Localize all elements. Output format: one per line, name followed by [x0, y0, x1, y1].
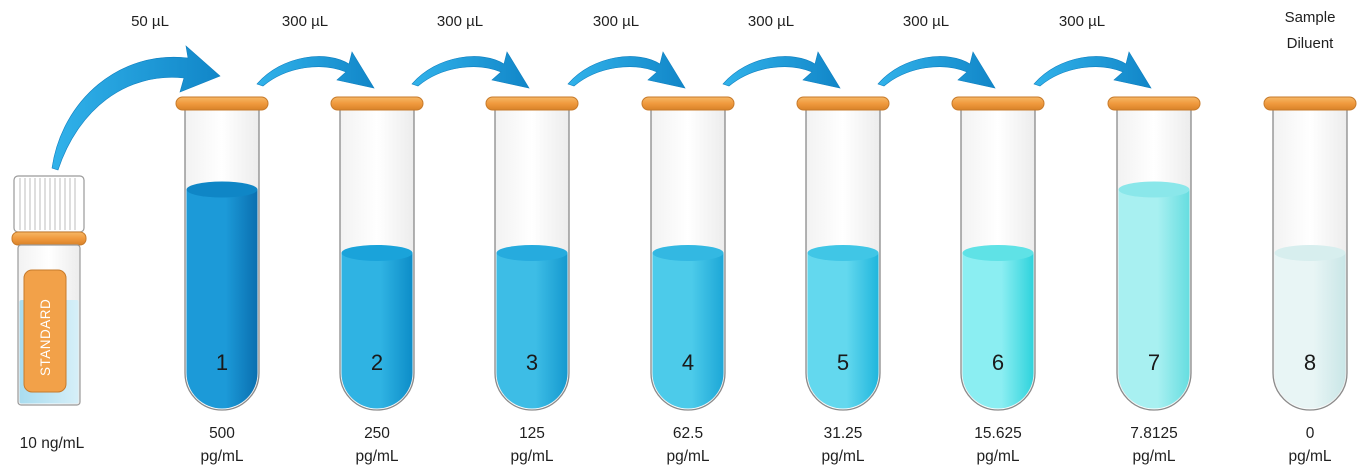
transfer-volume-labels: 50 µL 300 µL 300 µL 300 µL 300 µL 300 µL 300 µ… — [131, 13, 1105, 30]
transfer-volume-label: 300 µL — [437, 13, 483, 30]
transfer-arrow — [722, 51, 841, 89]
liquid-surface — [1118, 181, 1190, 198]
transfer-arrow — [51, 45, 221, 171]
tube-1: 1 500 pg/mL — [175, 96, 269, 465]
vial-cap-ribs — [19, 178, 76, 230]
tube-number: 2 — [371, 350, 383, 375]
transfer-arrow — [567, 51, 686, 89]
liquid-surface — [496, 244, 568, 261]
tube-outline — [650, 108, 726, 411]
tube-cap-rim — [330, 96, 424, 111]
transfer-arrow — [411, 51, 530, 89]
tube-4: 4 62.5 pg/mL — [641, 96, 735, 465]
tube-2: 2 250 pg/mL — [330, 96, 424, 465]
dilution-tubes: 1 500 pg/mL 2 250 pg/mL 3 125 pg/mL 4 62.5 pg/mL 5 31… — [175, 96, 1357, 465]
tube-outline — [1116, 108, 1192, 411]
tube-concentration-unit: pg/mL — [1288, 448, 1331, 465]
liquid-surface — [341, 244, 413, 261]
tube-number: 3 — [526, 350, 538, 375]
vial-cap-band — [11, 231, 87, 246]
tube-cap-rim — [641, 96, 735, 111]
transfer-volume-label: 300 µL — [903, 13, 949, 30]
tube-concentration-unit: pg/mL — [355, 448, 398, 465]
liquid-surface — [962, 244, 1034, 261]
transfer-volume-label: 300 µL — [1059, 13, 1105, 30]
tube-liquid — [1274, 252, 1346, 409]
tube-liquid — [496, 252, 568, 409]
tube-concentration-value: 31.25 — [824, 425, 863, 442]
tube-concentration-unit: pg/mL — [1132, 448, 1175, 465]
stock-vial: STANDARD 10 ng/mL — [11, 175, 87, 452]
transfer-2 — [256, 51, 375, 89]
tube-5: 5 31.25 pg/mL — [796, 96, 890, 465]
tube-8: 8 0 pg/mL — [1263, 96, 1357, 465]
transfer-5 — [722, 51, 841, 89]
transfer-6 — [877, 51, 996, 89]
standard-label: STANDARD — [38, 299, 53, 376]
transfer-volume-label: 50 µL — [131, 13, 169, 30]
tube-liquid — [341, 252, 413, 409]
tube-concentration-unit: pg/mL — [821, 448, 864, 465]
tube-concentration-value: 500 — [209, 425, 235, 442]
tube-cap-rim — [796, 96, 890, 111]
sample-diluent-label-line2: Diluent — [1287, 35, 1335, 52]
tube-concentration-value: 62.5 — [673, 425, 703, 442]
vial-label-patch — [23, 269, 67, 393]
tube-outline — [1272, 108, 1348, 411]
tube-concentration-unit: pg/mL — [200, 448, 243, 465]
sample-diluent-label-line1: Sample — [1285, 9, 1336, 26]
tube-concentration-value: 7.8125 — [1130, 425, 1177, 442]
liquid-surface — [186, 181, 258, 198]
tube-outline — [960, 108, 1036, 411]
tube-6: 6 15.625 pg/mL — [951, 96, 1045, 465]
tube-outline — [805, 108, 881, 411]
transfer-arrows — [51, 45, 1152, 171]
tube-cap-rim — [175, 96, 269, 111]
tube-concentration-value: 15.625 — [974, 425, 1021, 442]
tube-liquid — [807, 252, 879, 409]
tube-number: 8 — [1304, 350, 1316, 375]
transfer-3 — [411, 51, 530, 89]
tube-concentration-unit: pg/mL — [666, 448, 709, 465]
tube-concentration-unit: pg/mL — [976, 448, 1019, 465]
tube-number: 7 — [1148, 350, 1160, 375]
tube-7: 7 7.8125 pg/mL — [1107, 96, 1201, 465]
tube-cap-rim — [951, 96, 1045, 111]
tube-number: 5 — [837, 350, 849, 375]
tube-concentration-value: 250 — [364, 425, 390, 442]
stock-concentration: 10 ng/mL — [20, 435, 85, 452]
tube-concentration-unit: pg/mL — [510, 448, 553, 465]
transfer-volume-label: 300 µL — [282, 13, 328, 30]
liquid-surface — [1274, 244, 1346, 261]
transfer-arrow — [256, 51, 375, 89]
tube-3: 3 125 pg/mL — [485, 96, 579, 465]
tube-concentration-value: 0 — [1306, 425, 1315, 442]
transfer-1 — [51, 45, 221, 171]
transfer-volume-label: 300 µL — [593, 13, 639, 30]
tube-outline — [339, 108, 415, 411]
transfer-arrow — [1033, 51, 1152, 89]
transfer-arrow — [877, 51, 996, 89]
liquid-surface — [652, 244, 724, 261]
tube-cap-rim — [485, 96, 579, 111]
tube-number: 4 — [682, 350, 694, 375]
transfer-4 — [567, 51, 686, 89]
tube-concentration-value: 125 — [519, 425, 545, 442]
tube-cap-rim — [1107, 96, 1201, 111]
transfer-7 — [1033, 51, 1152, 89]
transfer-volume-label: 300 µL — [748, 13, 794, 30]
liquid-surface — [807, 244, 879, 261]
tube-liquid — [962, 252, 1034, 409]
tube-outline — [184, 108, 260, 411]
tube-liquid — [652, 252, 724, 409]
tube-outline — [494, 108, 570, 411]
tube-liquid — [1118, 189, 1190, 409]
tube-number: 6 — [992, 350, 1004, 375]
tube-liquid — [186, 189, 258, 409]
tube-number: 1 — [216, 350, 228, 375]
tube-cap-rim — [1263, 96, 1357, 111]
